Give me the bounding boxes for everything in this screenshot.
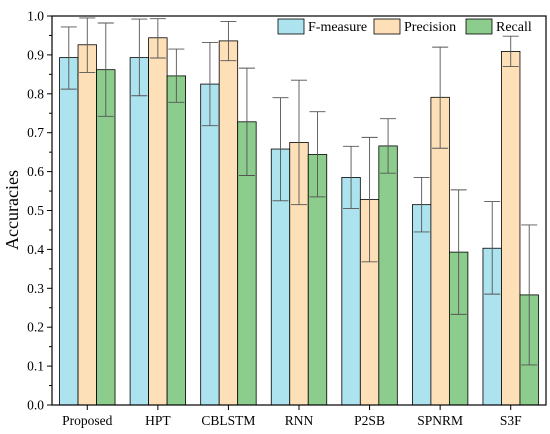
- y-tick-label: 0.6: [27, 164, 44, 179]
- x-tick-label: P2SB: [354, 413, 385, 428]
- bar-f-measure: [411, 204, 432, 406]
- legend-swatch: [277, 18, 305, 35]
- y-axis-title: Accuracies: [2, 170, 22, 250]
- legend: F-measure Precision Recall: [277, 18, 532, 35]
- y-tick-label: 0.0: [27, 398, 44, 413]
- bar-recall: [166, 75, 187, 406]
- y-tick-label: 0.5: [27, 203, 44, 218]
- y-tick-label: 1.0: [27, 9, 44, 24]
- y-tick-label: 0.1: [27, 359, 44, 374]
- x-tick-label: CBLSTM: [201, 413, 255, 428]
- bar-recall: [96, 69, 116, 406]
- error-bars-layer: [60, 17, 538, 366]
- x-tick-label: SPNRM: [417, 413, 463, 428]
- bar-f-measure: [341, 177, 361, 406]
- legend-label: Recall: [496, 20, 532, 35]
- x-tick-label: RNN: [285, 413, 314, 428]
- bar-precision: [148, 37, 168, 406]
- x-tick-label: Proposed: [62, 413, 112, 428]
- y-tick-label: 0.2: [27, 320, 44, 335]
- legend-label: F-measure: [308, 20, 367, 35]
- bar-precision: [218, 40, 239, 406]
- x-tick-label: HPT: [145, 413, 171, 428]
- y-tick-label: 0.7: [27, 125, 44, 140]
- legend-swatch: [465, 18, 493, 35]
- bar-precision: [501, 50, 521, 406]
- x-axis: Proposed HPT CBLSTM RNN P2SB SPNRM S3F: [62, 405, 522, 428]
- legend-label: Precision: [404, 20, 456, 35]
- y-tick-label: 0.9: [27, 47, 44, 62]
- x-tick-label: S3F: [500, 413, 522, 428]
- legend-swatch: [373, 18, 401, 35]
- bar-f-measure: [200, 83, 220, 406]
- y-tick-label: 0.8: [27, 86, 44, 101]
- bar-f-measure: [129, 57, 150, 406]
- y-tick-label: 0.4: [27, 242, 44, 257]
- bar-f-measure: [59, 57, 79, 406]
- bar-precision: [77, 44, 97, 406]
- y-axis: 0.0 0.1 0.2 0.3 0.4 0.5 0.6 0.7 0.8 0.9 1.0: [27, 9, 52, 413]
- bar-recall: [378, 145, 398, 406]
- y-tick-label: 0.3: [27, 281, 44, 296]
